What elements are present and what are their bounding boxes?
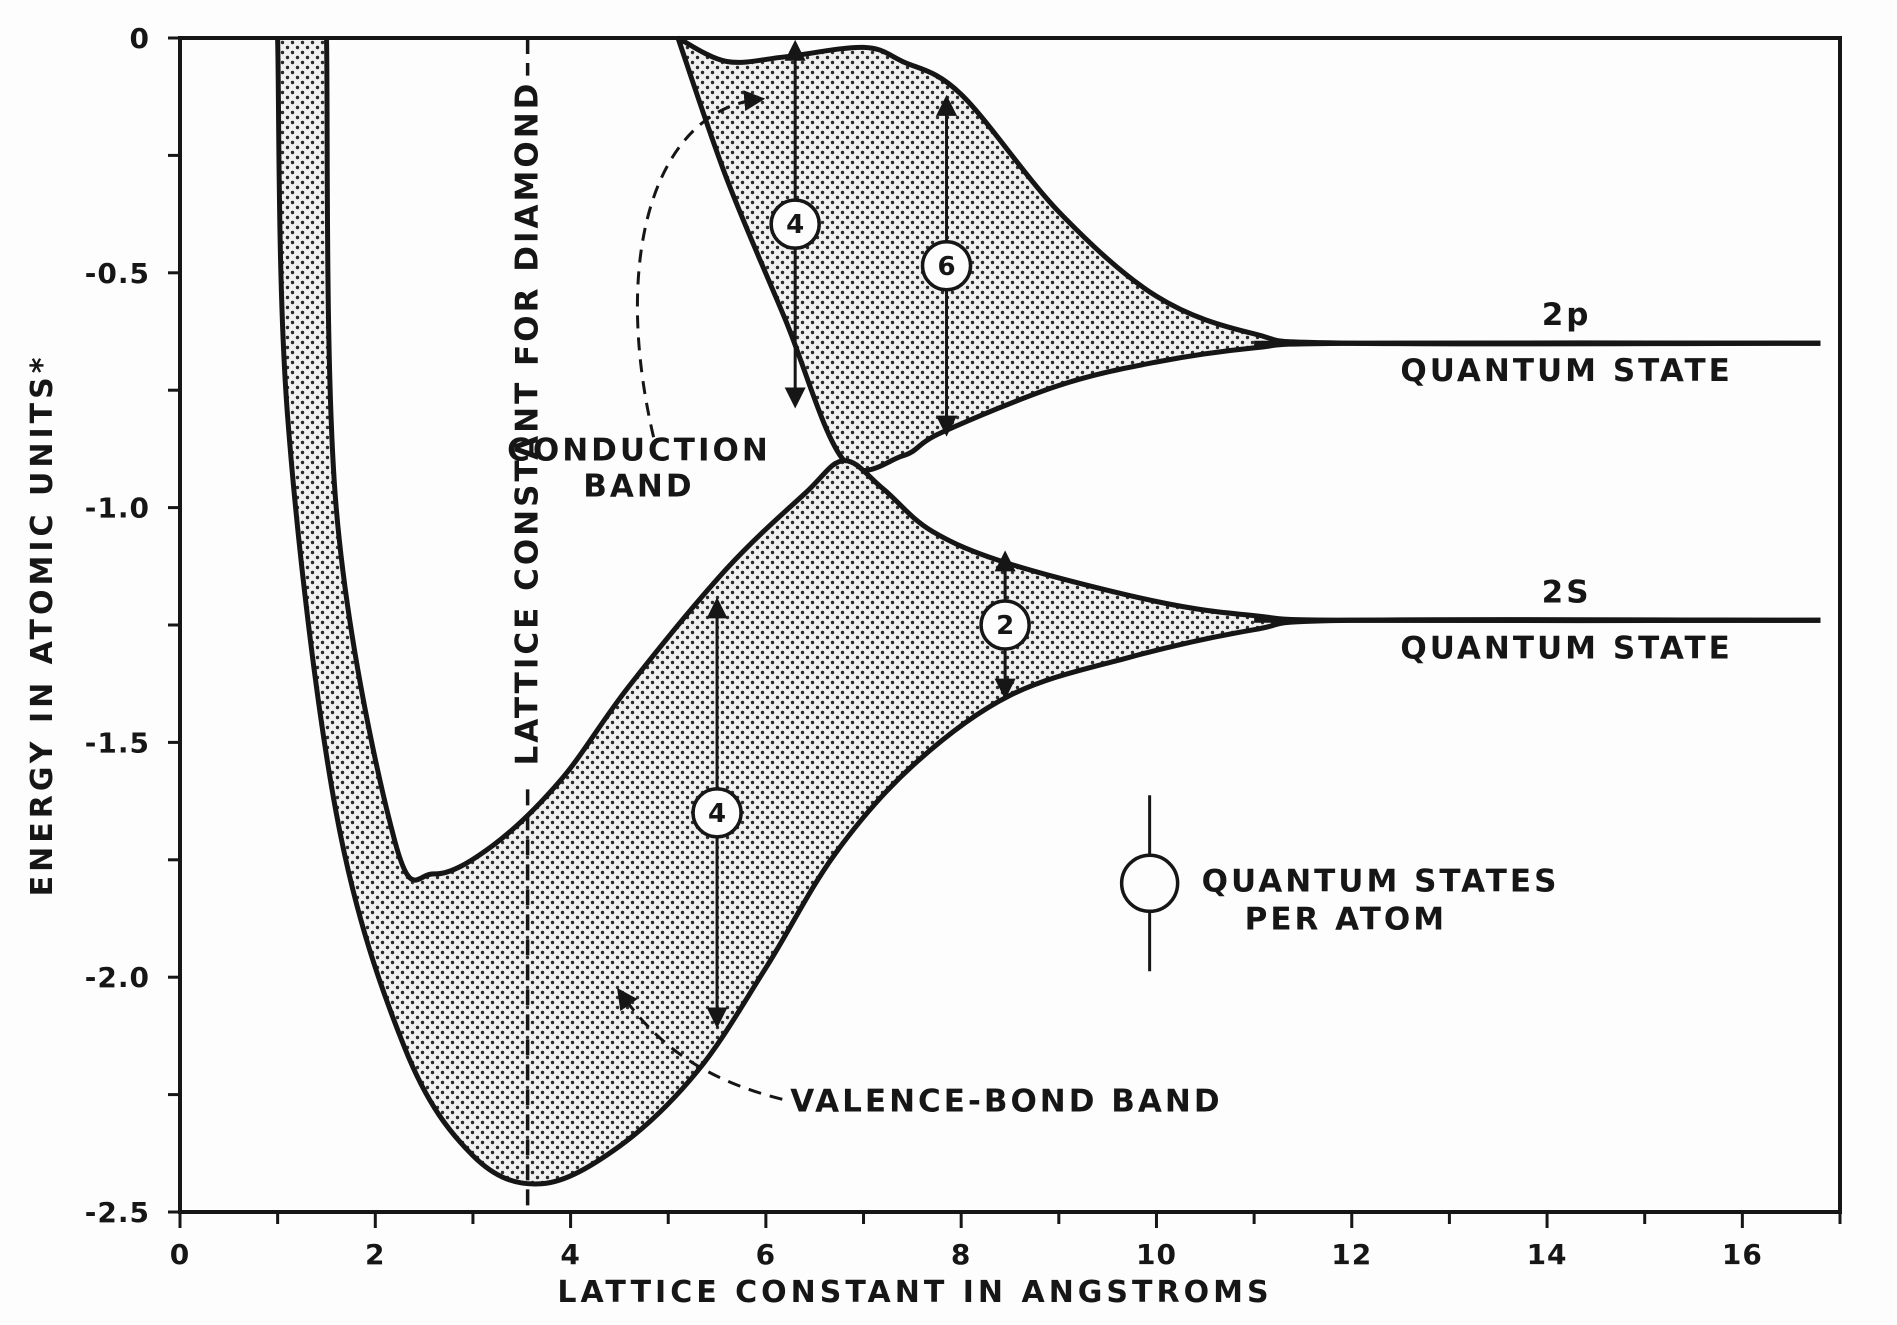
x-tick-label: 14: [1527, 1238, 1568, 1271]
bands-layer: [275, 35, 1821, 1187]
level-2s-label: 2S: [1542, 574, 1592, 610]
band-lower-edge-1: [275, 37, 1821, 1187]
band-width-label: 6: [937, 252, 955, 282]
x-tick-label: 12: [1331, 1238, 1372, 1271]
ticks-layer: 0 2 4 6 8 10 12 14 16 0 -0.5 -1.0 -1.5 -2.0 -2.5: [85, 22, 1842, 1271]
level-2p-caption: QUANTUM STATE: [1400, 353, 1732, 389]
x-tick-label: 2: [365, 1238, 385, 1271]
y-tick-label: -1.5: [85, 726, 150, 759]
x-axis-title: LATTICE CONSTANT IN ANGSTROMS: [557, 1275, 1272, 1310]
conduction-band-label-line2: BAND: [583, 469, 694, 505]
x-tick-label: 6: [756, 1238, 776, 1271]
legend: QUANTUM STATES PER ATOM: [1119, 795, 1560, 972]
legend-circle-icon: [1119, 853, 1180, 914]
band-upper-edge-1: [324, 37, 1821, 883]
x-tick-label: 16: [1722, 1238, 1763, 1271]
band-width-markers: 4 6 2 4: [691, 39, 1031, 1029]
level-2p-label: 2p: [1542, 297, 1592, 333]
y-tick-label: -2.5: [85, 1196, 150, 1229]
x-tick-label: 0: [170, 1238, 190, 1271]
x-tick-label: 10: [1136, 1238, 1177, 1271]
band-width-label: 2: [996, 611, 1014, 641]
conduction-band-label: CONDUCTION: [507, 433, 771, 469]
band-width-label: 4: [708, 799, 726, 829]
valence-bond-band-label: VALENCE-BOND BAND: [790, 1083, 1222, 1119]
y-tick-label: -1.0: [85, 492, 150, 525]
band-width-badge: [979, 599, 1031, 651]
legend-label: QUANTUM STATES: [1202, 863, 1560, 899]
y-axis-title: ENERGY IN ATOMIC UNITS*: [25, 354, 60, 897]
band-width-label: 4: [786, 210, 804, 240]
conduction-pointer-arrow: [636, 90, 766, 438]
legend-label-line2: PER ATOM: [1245, 901, 1448, 937]
y-tick-label: -2.0: [85, 961, 150, 994]
x-tick-label: 4: [560, 1238, 580, 1271]
annotations-layer: CONDUCTION BAND VALENCE-BOND BAND: [507, 90, 1222, 1119]
levels-layer: 2p QUANTUM STATE 2S QUANTUM STATE: [1254, 297, 1821, 666]
band-width-badge: [920, 240, 973, 292]
y-tick-label: 0: [130, 22, 150, 55]
band-width-badge: [769, 198, 821, 250]
y-tick-label: -0.5: [85, 257, 150, 290]
diamond-lattice-label: LATTICE CONSTANT FOR DIAMOND: [510, 81, 546, 766]
valence-pointer-arrow: [617, 987, 783, 1101]
band-width-badge: [691, 787, 743, 839]
band-fill-1: [277, 38, 1821, 1185]
reference-line-layer: LATTICE CONSTANT FOR DIAMOND: [510, 38, 546, 1212]
x-tick-label: 8: [951, 1238, 971, 1271]
level-2s-caption: QUANTUM STATE: [1400, 630, 1732, 666]
band-fill-0: [678, 38, 1821, 471]
